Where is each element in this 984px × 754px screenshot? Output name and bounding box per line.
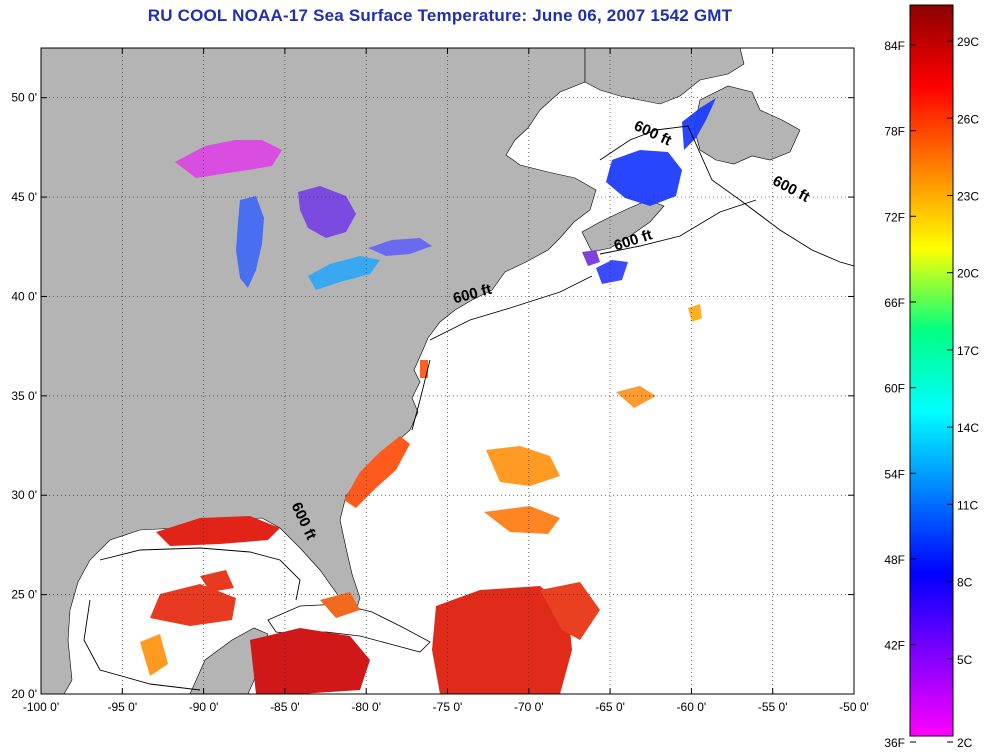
lon-tick-label: -50 0': [839, 700, 869, 714]
lat-tick-label: 30 0': [11, 488, 37, 502]
colorbar-celsius-labels: 29C 26C 23C 20C 17C 14C 11C 8C 5C 2C: [947, 35, 979, 750]
land-yucatan: [189, 627, 269, 694]
colorbar-c-label: 20C: [957, 267, 979, 281]
colorbar-gradient: [909, 4, 954, 737]
isobath-600ft: [83, 125, 854, 691]
colorbar-f-label: 84F: [884, 39, 905, 53]
colorbar-c-label: 23C: [957, 189, 979, 203]
land-nova-scotia: [581, 199, 665, 253]
colorbar-f-label: 78F: [884, 125, 905, 139]
colorbar-f-label: 66F: [884, 296, 905, 310]
colorbar-f-label: 36F: [884, 736, 905, 750]
lon-tick-label: -90 0': [189, 700, 219, 714]
colorbar-c-label: 17C: [957, 344, 979, 358]
colorbar-c-label: 5C: [957, 653, 973, 667]
lon-tick-label: -60 0': [677, 700, 707, 714]
lat-tick-label: 50 0': [11, 91, 37, 105]
axis-ticks: -100 0' -95 0' -90 0' -85 0' -80 0' -75 0' -70…: [11, 48, 869, 714]
map-title: RU COOL NOAA-17 Sea Surface Temperature:…: [147, 6, 733, 25]
lon-tick-label: -85 0': [270, 700, 300, 714]
lon-tick-label: -100 0': [23, 700, 59, 714]
colorbar-f-label: 42F: [884, 639, 905, 653]
great-lakes: [175, 140, 432, 290]
colorbar-c-label: 26C: [957, 112, 979, 126]
lat-tick-label: 45 0': [11, 190, 37, 204]
land-labrador: [584, 48, 745, 105]
colorbar-fahrenheit-labels: 84F 78F 72F 66F 60F 54F 48F 42F 36F: [884, 39, 916, 750]
lon-tick-label: -55 0': [758, 700, 788, 714]
lon-tick-label: -75 0': [433, 700, 463, 714]
colorbar-c-label: 2C: [957, 736, 973, 750]
colorbar-c-label: 11C: [957, 498, 978, 512]
lat-tick-label: 25 0': [11, 588, 37, 602]
colorbar-f-label: 48F: [884, 553, 905, 567]
lon-tick-label: -80 0': [351, 700, 381, 714]
colorbar-c-label: 14C: [957, 421, 979, 435]
lon-tick-label: -70 0': [514, 700, 544, 714]
colorbar-f-label: 72F: [884, 210, 905, 224]
colorbar-f-label: 54F: [884, 467, 905, 481]
lat-tick-label: 20 0': [11, 687, 37, 701]
colorbar-f-label: 60F: [884, 382, 905, 396]
colorbar-c-label: 29C: [957, 35, 979, 49]
sst-patches: [140, 98, 716, 694]
lat-tick-label: 35 0': [11, 389, 37, 403]
land-newfoundland: [693, 85, 801, 165]
lon-tick-label: -95 0': [107, 700, 137, 714]
lon-tick-label: -65 0': [595, 700, 625, 714]
lat-tick-label: 40 0': [11, 289, 37, 303]
colorbar-c-label: 8C: [957, 576, 973, 590]
